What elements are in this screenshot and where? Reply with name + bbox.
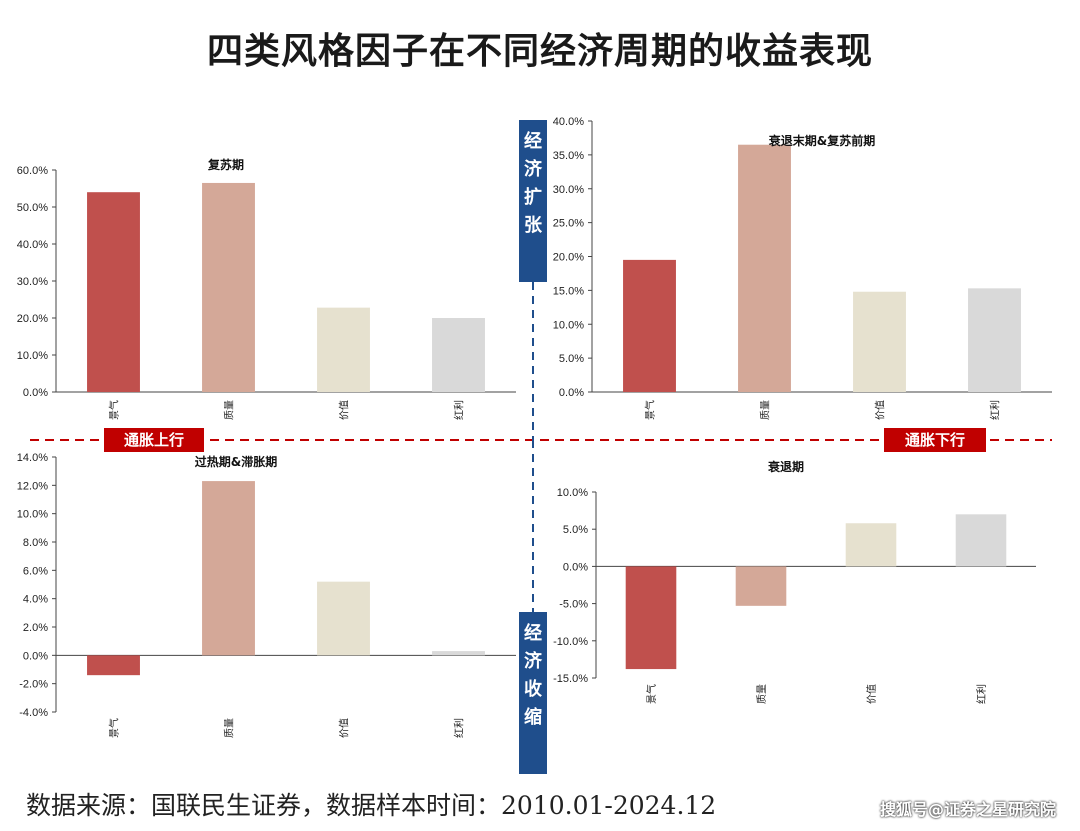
y-tick-label: -4.0% bbox=[19, 707, 48, 719]
y-tick-label: 60.0% bbox=[17, 165, 48, 177]
y-tick-label: 10.0% bbox=[553, 319, 584, 331]
bar-2 bbox=[202, 182, 255, 392]
bar-1 bbox=[87, 655, 140, 676]
chart-1: 0.0% 10.0% 20.0% 30.0% 40.0% 50.0% 60.0% 景气 质量 价值… bbox=[17, 157, 516, 420]
y-tick-label: 0.0% bbox=[563, 561, 588, 573]
y-tick-label: 5.0% bbox=[563, 524, 588, 536]
y-tick-label: 8.0% bbox=[23, 537, 48, 549]
y-tick-label: 30.0% bbox=[553, 184, 584, 196]
label-economic-expansion: 经济扩张 bbox=[519, 120, 547, 282]
label-inflation-up: 通胀上行 bbox=[104, 428, 204, 452]
y-tick-label: 25.0% bbox=[553, 218, 584, 230]
y-tick-label: 20.0% bbox=[17, 313, 48, 325]
category-label: 质量 bbox=[756, 684, 768, 704]
label-economic-contraction-text: 经济收缩 bbox=[524, 623, 542, 728]
chart-title: 衰退期 bbox=[767, 459, 804, 474]
bar-4 bbox=[955, 514, 1007, 567]
category-label: 价值 bbox=[874, 400, 887, 420]
bar-4 bbox=[968, 288, 1021, 392]
y-tick-label: 10.0% bbox=[17, 350, 48, 362]
y-tick-label: 10.0% bbox=[557, 487, 588, 499]
label-inflation-down: 通胀下行 bbox=[884, 428, 986, 452]
bar-1 bbox=[625, 566, 677, 670]
bar-2 bbox=[202, 481, 255, 656]
y-tick-label: 40.0% bbox=[17, 239, 48, 251]
category-label: 红利 bbox=[453, 400, 466, 420]
category-label: 质量 bbox=[760, 400, 772, 420]
page-title: 四类风格因子在不同经济周期的收益表现 bbox=[206, 31, 873, 72]
category-label: 价值 bbox=[865, 684, 878, 704]
chart-2: 0.0% 5.0% 10.0% 15.0% 20.0% 25.0% 30.0% 35.0% 40… bbox=[553, 116, 1052, 420]
y-tick-label: -2.0% bbox=[19, 679, 48, 691]
label-economic-contraction: 经济收缩 bbox=[519, 612, 547, 774]
bar-2 bbox=[735, 566, 787, 606]
category-label: 红利 bbox=[453, 718, 466, 738]
y-tick-label: 0.0% bbox=[559, 387, 584, 399]
label-economic-expansion-text: 经济扩张 bbox=[524, 131, 542, 236]
y-tick-label: 2.0% bbox=[23, 622, 48, 634]
y-tick-label: 5.0% bbox=[559, 353, 584, 365]
watermark: 搜狐号@证券之星研究院 bbox=[879, 800, 1056, 819]
y-tick-label: 35.0% bbox=[553, 150, 584, 162]
chart-title: 衰退末期&复苏前期 bbox=[768, 133, 875, 148]
y-tick-label: 6.0% bbox=[23, 565, 48, 577]
bar-3 bbox=[845, 523, 897, 567]
chart-3: -4.0% -2.0% 0.0% 2.0% 4.0% 6.0% 8.0% 10.0% 12.0%… bbox=[17, 452, 516, 738]
category-label: 景气 bbox=[108, 400, 121, 420]
category-label: 质量 bbox=[224, 718, 236, 738]
y-tick-label: 14.0% bbox=[17, 452, 48, 464]
y-tick-label: 4.0% bbox=[23, 594, 48, 606]
category-label: 红利 bbox=[975, 684, 988, 704]
bar-3 bbox=[853, 291, 906, 392]
y-tick-label: 20.0% bbox=[553, 252, 584, 264]
y-tick-label: 15.0% bbox=[553, 285, 584, 297]
y-tick-label: 10.0% bbox=[17, 509, 48, 521]
category-label: 质量 bbox=[224, 400, 236, 420]
category-label: 价值 bbox=[338, 718, 351, 738]
bar-2 bbox=[738, 144, 791, 392]
bar-1 bbox=[623, 259, 676, 392]
y-tick-label: 30.0% bbox=[17, 276, 48, 288]
y-tick-label: 0.0% bbox=[23, 387, 48, 399]
bar-3 bbox=[317, 307, 370, 392]
category-label: 景气 bbox=[108, 718, 121, 738]
y-tick-label: 40.0% bbox=[553, 116, 584, 128]
category-label: 景气 bbox=[644, 400, 657, 420]
y-tick-label: -10.0% bbox=[553, 636, 588, 648]
y-tick-label: 0.0% bbox=[23, 650, 48, 662]
category-label: 景气 bbox=[645, 684, 658, 704]
footer-source: 数据来源：国联民生证券，数据样本时间：2010.01-2024.12 bbox=[26, 791, 717, 820]
category-label: 红利 bbox=[989, 400, 1002, 420]
y-tick-label: -5.0% bbox=[559, 599, 588, 611]
chart-4: -15.0% -10.0% -5.0% 0.0% 5.0% 10.0% 景气 质量 价值 红利 衰退… bbox=[553, 459, 1036, 704]
y-tick-label: -15.0% bbox=[553, 673, 588, 685]
y-tick-label: 50.0% bbox=[17, 202, 48, 214]
chart-title: 复苏期 bbox=[207, 157, 244, 172]
bar-1 bbox=[87, 192, 140, 392]
y-tick-label: 12.0% bbox=[17, 480, 48, 492]
chart-title: 过热期&滞胀期 bbox=[195, 454, 277, 469]
bar-4 bbox=[432, 651, 485, 656]
category-label: 价值 bbox=[338, 400, 351, 420]
bar-3 bbox=[317, 581, 370, 656]
bar-4 bbox=[432, 318, 485, 392]
